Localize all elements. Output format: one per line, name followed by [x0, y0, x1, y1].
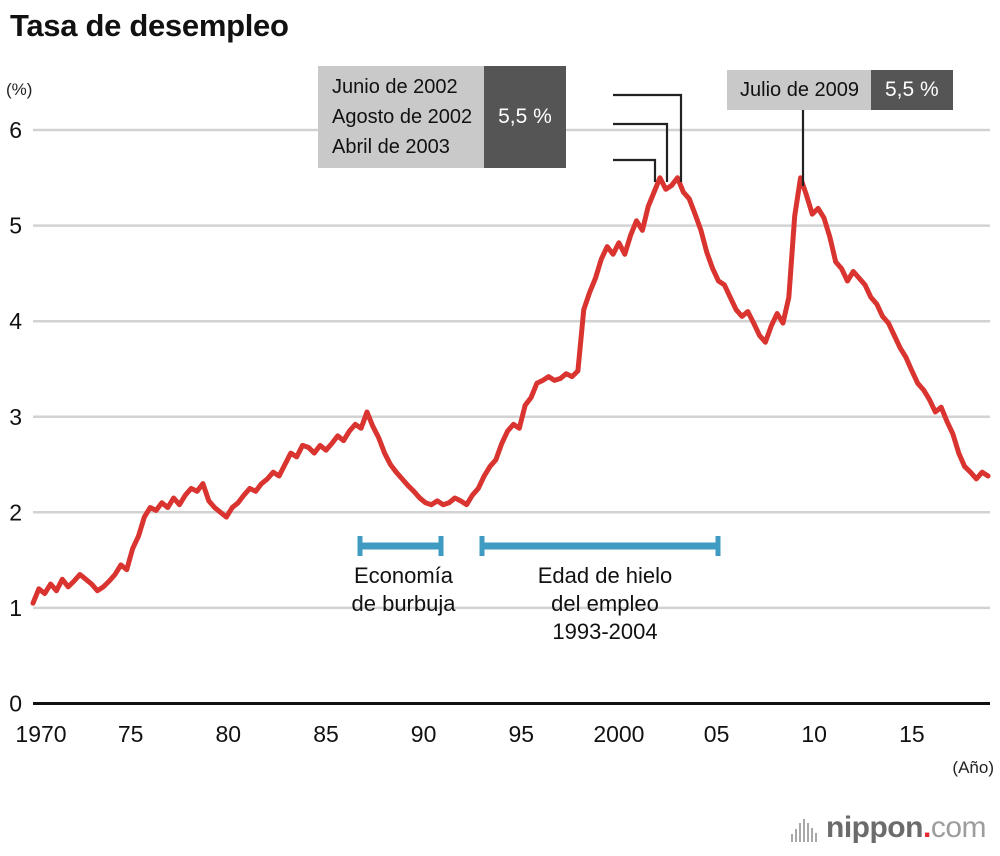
callout-left-labels: Junio de 2002 Agosto de 2002 Abril de 20… — [318, 66, 485, 168]
y-tick-6: 6 — [9, 117, 22, 143]
callout-left-line-1: Junio de 2002 — [332, 76, 458, 98]
period-brackets — [357, 536, 721, 556]
y-tick-5: 5 — [9, 213, 22, 239]
leader-line — [613, 93, 683, 182]
callout-left-line-2: Agosto de 2002 — [332, 106, 473, 128]
callout-right-line-1: Julio de 2009 — [740, 79, 859, 101]
x-tick-90: 90 — [411, 721, 437, 747]
period-ice-line-2: del empleo — [551, 591, 659, 616]
y-tick-4: 4 — [9, 308, 22, 334]
logo-dot: . — [922, 811, 931, 844]
logo-wordmark: nippon.com — [826, 811, 987, 844]
gridlines — [33, 128, 990, 610]
nippon-com-logo[interactable]: nippon.com — [791, 811, 987, 844]
logo-suffix: com — [930, 811, 987, 844]
period-ice-line-1: Edad de hielo — [537, 563, 673, 588]
page-title: Tasa de desempleo — [10, 8, 289, 43]
period-label-bubble-economy: Economía de burbuja — [316, 562, 491, 618]
annotation-leader-lines — [613, 93, 805, 186]
period-bubble-line-1: Economía — [353, 563, 454, 588]
y-tick-0: 0 — [9, 691, 22, 717]
x-tick-labels-svg: 1970 75 80 85 90 95 2000 05 10 15 — [15, 721, 924, 747]
x-tick-15: 15 — [899, 721, 925, 747]
data-line-unemployment — [30, 175, 991, 606]
y-tick-1: 1 — [9, 595, 22, 621]
x-tick-95: 95 — [509, 721, 535, 747]
callout-2009: Julio de 2009 5,5 % — [727, 70, 953, 110]
x-tick-05: 05 — [704, 721, 730, 747]
x-axis-unit-label: (Año) — [952, 758, 994, 777]
callout-right-value: 5,5 % — [870, 70, 953, 110]
leader-line — [613, 158, 657, 182]
y-axis-unit-label: (%) — [6, 80, 33, 99]
period-bubble-line-2: de burbuja — [351, 591, 456, 616]
leader-line — [613, 122, 669, 182]
x-tick-2000: 2000 — [593, 721, 644, 747]
y-tick-3: 3 — [9, 404, 22, 430]
callout-left-line-3: Abril de 2003 — [332, 136, 450, 158]
logo-name: nippon — [826, 811, 923, 844]
x-tick-85: 85 — [313, 721, 339, 747]
callout-2002-2003: Junio de 2002 Agosto de 2002 Abril de 20… — [318, 66, 566, 168]
callout-left-value: 5,5 % — [484, 66, 566, 168]
callout-right-labels: Julio de 2009 — [727, 70, 871, 110]
x-tick-10: 10 — [801, 721, 827, 747]
y-tick-2: 2 — [9, 499, 22, 525]
logo-bars-icon — [791, 818, 817, 842]
period-ice-line-3: 1993-2004 — [552, 619, 658, 644]
x-tick-75: 75 — [118, 721, 144, 747]
x-tick-80: 80 — [216, 721, 242, 747]
x-tick-1970: 1970 — [15, 721, 66, 747]
period-label-employment-ice-age: Edad de hielo del empleo 1993-2004 — [492, 562, 718, 646]
y-tick-labels-svg: 6 5 4 3 2 1 0 — [9, 117, 22, 717]
